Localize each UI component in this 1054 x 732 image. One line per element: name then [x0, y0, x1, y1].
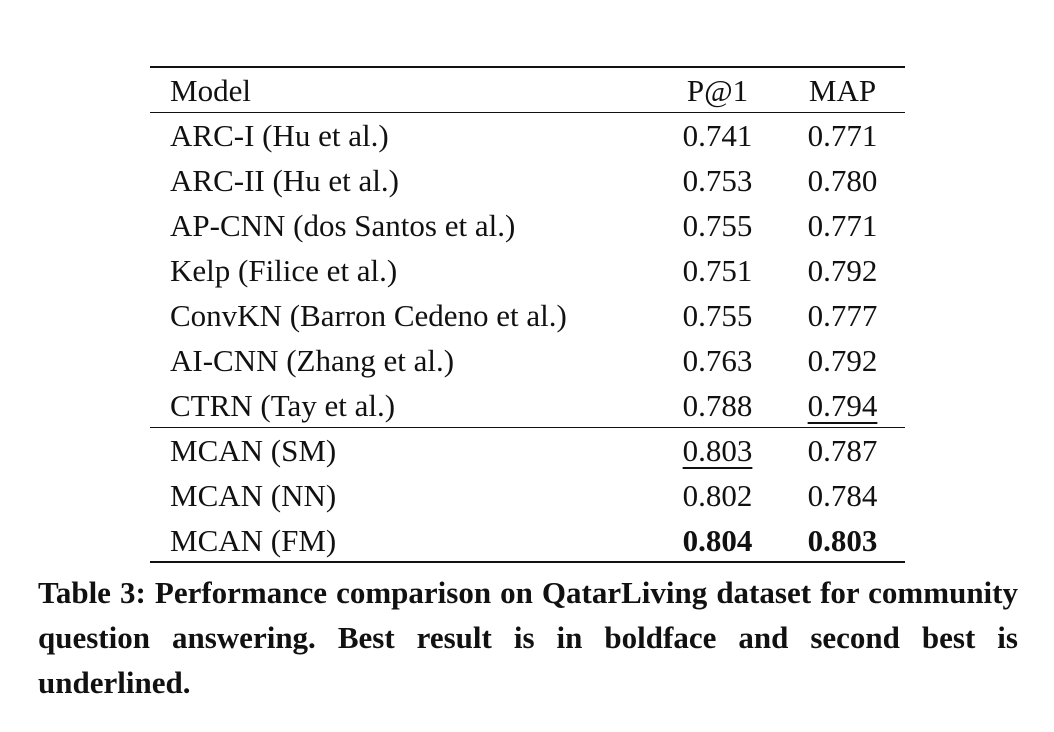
row: ConvKN (Barron Cedeno et al.) 0.755 0.777 — [150, 293, 905, 338]
row: MCAN (SM) 0.803 0.787 — [150, 428, 905, 473]
row: AP-CNN (dos Santos et al.) 0.755 0.771 — [150, 203, 905, 248]
header-cell: Model — [170, 73, 251, 108]
row: MCAN (FM) 0.804 0.803 — [150, 518, 905, 563]
row: ARC-I (Hu et al.) 0.741 0.771 — [150, 113, 905, 158]
cell: 0.802 — [682, 478, 753, 513]
model: MCAN (SM) — [170, 433, 337, 468]
row: ARC-II (Hu et al.) 0.753 0.780 — [150, 158, 905, 203]
row: AI-CNN (Zhang et al.) 0.763 0.792 — [150, 338, 905, 383]
header-cell: P@1 — [686, 73, 749, 108]
header-rule — [150, 112, 905, 114]
best: 0.804 — [682, 523, 753, 558]
model: AP-CNN (dos Santos et al.) — [170, 208, 516, 243]
model: MCAN (FM) — [170, 523, 337, 558]
header-cell: MAP — [808, 73, 877, 108]
model: ARC-II (Hu et al.) — [170, 163, 399, 198]
cell: 0.763 — [682, 343, 753, 378]
cell: 0.755 — [682, 208, 753, 243]
second-best: 0.803 — [682, 433, 753, 468]
model: ConvKN (Barron Cedeno et al.) — [170, 298, 567, 333]
cell: 0.741 — [682, 118, 753, 153]
cell: 0.784 — [807, 478, 878, 513]
cell: 0.771 — [807, 118, 878, 153]
model: ARC-I (Hu et al.) — [170, 118, 389, 153]
row: Kelp (Filice et al.) 0.751 0.792 — [150, 248, 905, 293]
header-row: Model P@1 MAP — [150, 68, 905, 113]
cell: 0.755 — [682, 298, 753, 333]
cell: 0.751 — [682, 253, 753, 288]
second-best: 0.794 — [807, 388, 878, 423]
best: 0.803 — [807, 523, 878, 558]
row: MCAN (NN) 0.802 0.784 — [150, 473, 905, 518]
model: CTRN (Tay et al.) — [170, 388, 396, 423]
cell: 0.788 — [682, 388, 753, 423]
group-rule — [150, 427, 905, 429]
cell: 0.753 — [682, 163, 753, 198]
model: Kelp (Filice et al.) — [170, 253, 398, 288]
cell: 0.780 — [807, 163, 878, 198]
top-rule — [150, 66, 905, 68]
bottom-rule — [150, 561, 905, 563]
results-table: Model P@1 MAP ARC-I (Hu et al.) 0.741 0.77… — [150, 68, 905, 563]
model: AI-CNN (Zhang et al.) — [170, 343, 455, 378]
caption: Table 3: Performance comparison on Qatar… — [38, 575, 1018, 700]
cell: 0.794 — [780, 383, 905, 428]
cell: 0.777 — [807, 298, 878, 333]
cell: 0.787 — [807, 433, 878, 468]
cell: 0.771 — [807, 208, 878, 243]
cell: 0.803 — [655, 428, 780, 473]
row: CTRN (Tay et al.) 0.788 0.794 — [150, 383, 905, 428]
cell: 0.792 — [807, 253, 878, 288]
cell: 0.792 — [807, 343, 878, 378]
model: MCAN (NN) — [170, 478, 337, 513]
